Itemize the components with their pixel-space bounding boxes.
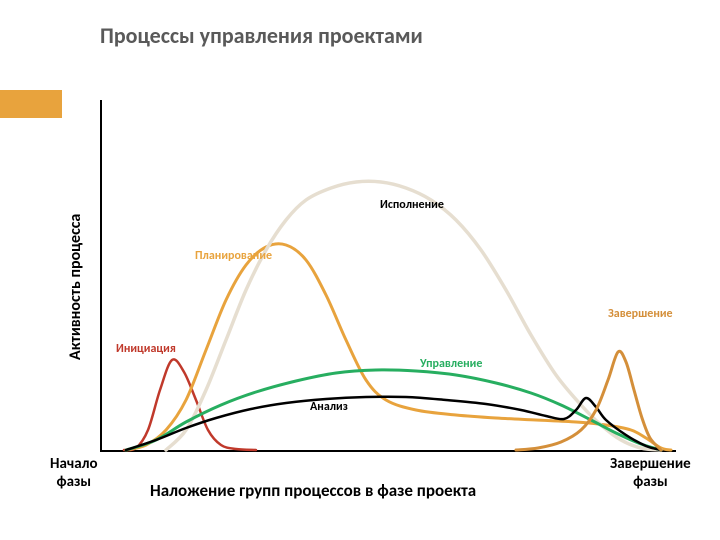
control-label: Управление <box>420 357 482 371</box>
page-title: Процессы управления проектами <box>100 22 423 49</box>
x-end-label: Завершениефазы <box>610 455 691 491</box>
chart-subtitle: Наложение групп процессов в фазе проекта <box>150 480 476 501</box>
series-control <box>126 370 661 450</box>
slide: Процессы управления проектами Активность… <box>0 0 720 540</box>
y-axis-label: Активность процесса <box>66 214 85 360</box>
series-initiation <box>124 359 256 450</box>
planning-label: Планирование <box>195 249 272 263</box>
execution-label: Исполнение <box>380 198 444 212</box>
initiation-label: Инициация <box>116 342 176 356</box>
x-start-label: Началофазы <box>50 455 98 491</box>
process-overlap-chart <box>86 100 706 460</box>
analysis-label: Анализ <box>310 400 348 414</box>
accent-bar <box>0 90 62 118</box>
closing-label: Завершение <box>608 307 673 321</box>
